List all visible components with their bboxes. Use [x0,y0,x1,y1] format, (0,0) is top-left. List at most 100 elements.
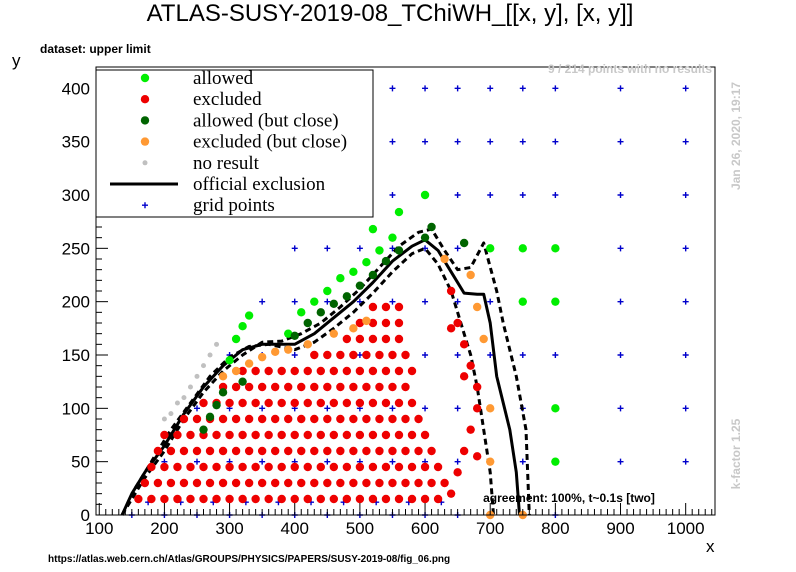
data-point [277,494,286,504]
grid-point [291,245,298,252]
grid-point [682,405,689,412]
grid-point [682,192,689,198]
data-point [270,414,280,424]
data-point [466,425,475,434]
data-point [231,366,241,376]
data-point [284,478,293,488]
data-point [381,430,391,440]
legend-label: excluded (but close) [193,132,347,153]
data-point [277,398,286,408]
grid-point [617,85,624,92]
data-point [551,457,560,466]
data-point [433,462,443,472]
data-point [407,494,417,504]
data-point [349,478,358,488]
chart-title: ATLAS-SUSY-2019-08_TChiWH_[[x, y], [x, y… [147,0,634,27]
data-point [290,398,299,408]
data-point [342,398,352,408]
grid-point [617,245,624,252]
data-point [362,350,371,360]
data-point [381,302,391,312]
data-point [329,398,339,408]
data-point [323,350,332,360]
data-point [420,430,430,440]
grid-point [487,138,494,145]
data-point [394,318,404,328]
data-point [218,372,228,381]
legend-entry: no result [142,153,260,174]
data-point [238,462,247,472]
data-point [394,430,404,440]
x-tick-label: 200 [150,519,178,538]
data-point [362,258,371,267]
grid-point [454,138,461,145]
data-point [420,462,430,472]
data-point [355,462,365,472]
data-point [166,478,176,488]
axes: 100 200 300 400 500 600 700 800 900 1000 0 50 100 150… [62,66,716,538]
legend-label: official exclusion [193,174,326,195]
x-axis-label: x [706,537,715,556]
data-point [486,457,495,466]
grid-point [552,85,559,92]
data-point [244,359,254,368]
data-point [173,430,182,440]
data-point [394,246,404,255]
y-axis-label: y [12,51,21,70]
data-point [355,281,365,290]
source-url: https://atlas.web.cern.ch/Atlas/GROUPS/P… [48,554,450,565]
data-point [225,398,234,408]
data-point [205,478,215,488]
data-point [323,478,332,488]
data-point [329,430,339,440]
data-point [551,404,560,413]
data-point [147,462,156,472]
data-point [238,322,247,331]
x-tick-label: 700 [476,519,504,538]
grid-point [389,192,396,198]
data-point [316,494,325,504]
grid-point [389,85,396,92]
data-point [453,318,462,328]
data-point [381,366,391,376]
data-point [368,462,378,472]
data-point [303,430,312,440]
legend-marker [142,202,148,209]
x-tick-label: 100 [85,519,113,538]
grid-point [617,352,624,358]
data-point [244,446,254,456]
data-point [486,404,495,413]
data-point [153,478,163,488]
data-point [264,398,273,408]
grid-point [487,85,494,92]
data-point [459,446,469,456]
data-point [336,478,345,488]
data-point [161,416,167,422]
data-point [388,414,397,424]
data-point [336,274,345,283]
grid-point [487,352,494,358]
data-point [375,446,384,456]
grid-point [454,192,461,198]
y-tick-label: 400 [62,79,90,98]
grid-point [422,352,429,358]
data-point [336,414,345,424]
data-point [174,400,180,406]
grid-point [356,352,363,358]
data-point [284,382,293,392]
grid-point [324,405,331,412]
data-point [355,334,365,344]
data-point [257,352,267,362]
kfactor-label: k-factor 1.25 [729,418,743,489]
data-point [297,478,306,488]
data-point [446,489,456,498]
plot-area [120,85,689,520]
data-point [284,329,293,338]
grid-point [617,298,624,305]
data-point [368,430,378,440]
data-point [401,446,410,456]
grid-point [259,458,266,465]
data-point [433,494,443,504]
data-point [303,462,312,472]
data-point [349,446,358,456]
